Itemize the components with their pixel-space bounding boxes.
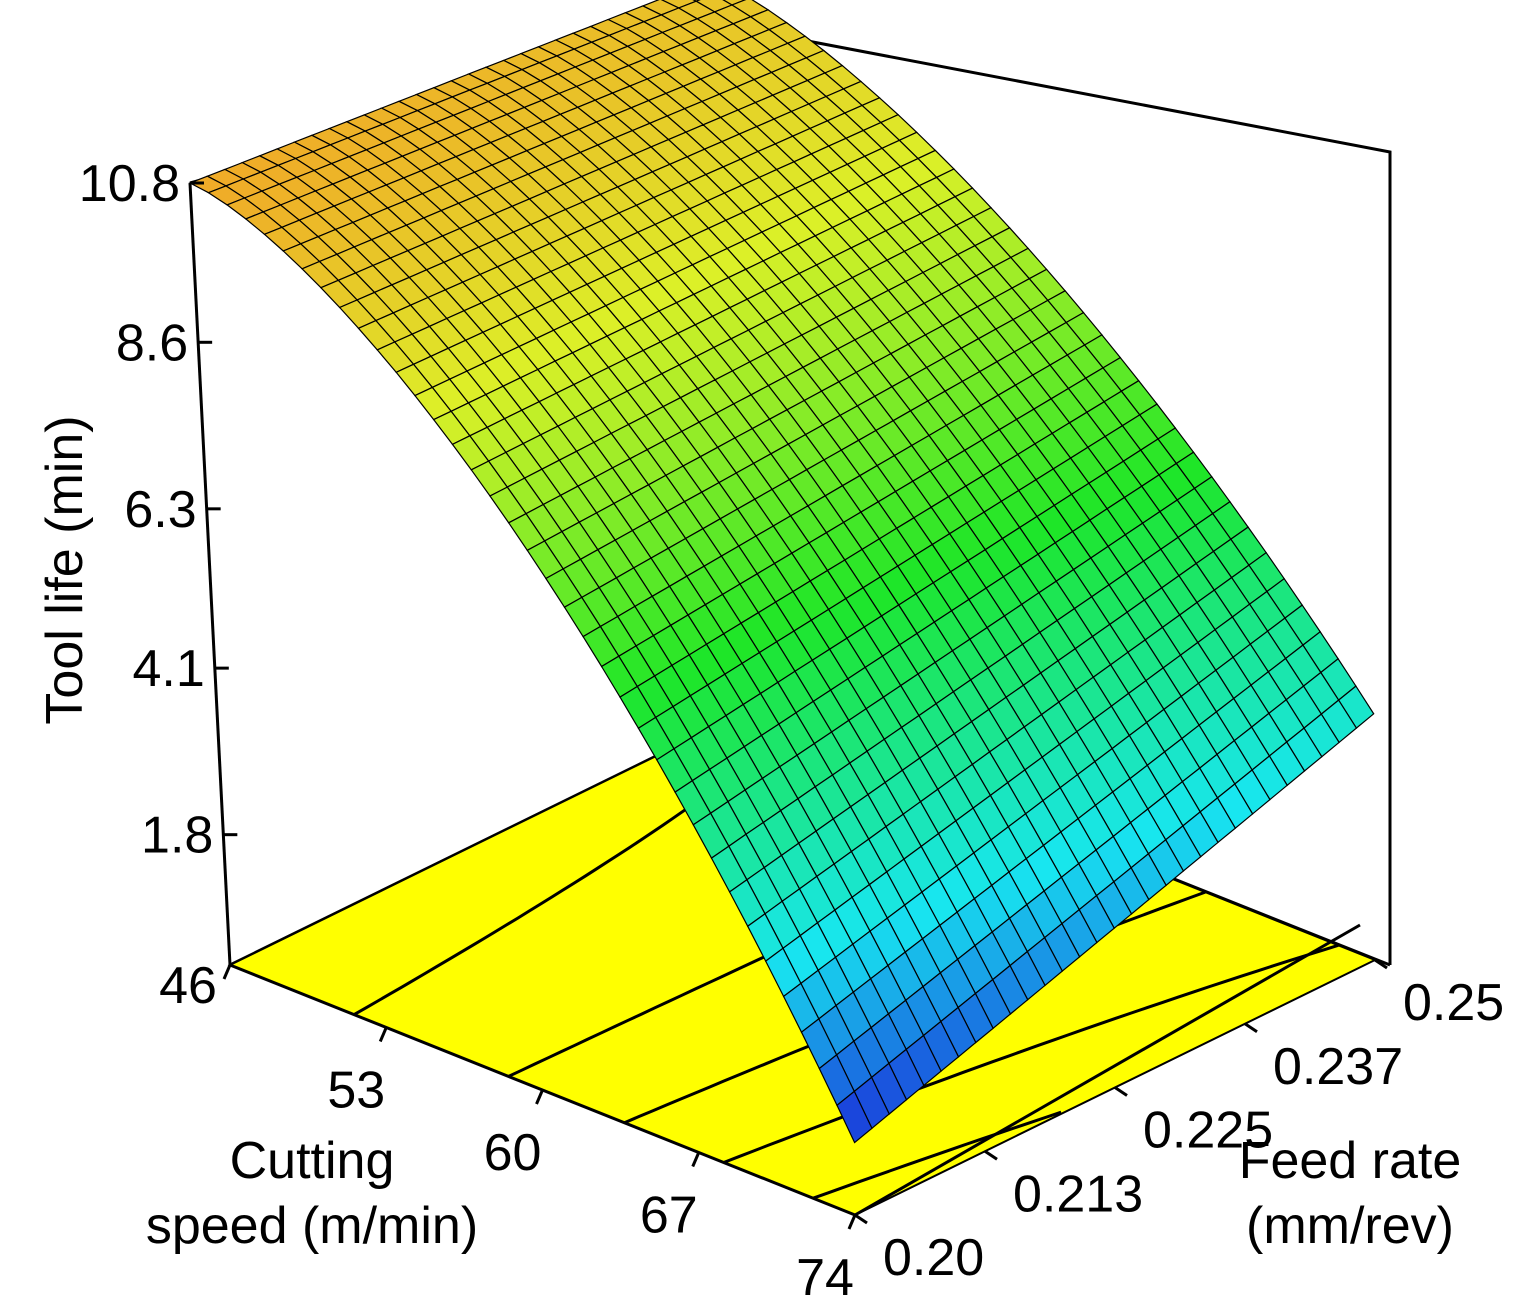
z-axis-title: Tool life (min) bbox=[36, 415, 94, 724]
y-tick bbox=[1244, 1022, 1258, 1033]
y-tick-label: 0.25 bbox=[1403, 974, 1504, 1032]
x-tick-label: 67 bbox=[640, 1187, 698, 1245]
y-tick bbox=[984, 1150, 998, 1161]
z-axis: 1.8 4.1 6.3 8.6 10.8 bbox=[79, 155, 238, 865]
y-tick-label: 0.213 bbox=[1013, 1165, 1143, 1223]
response-surface bbox=[188, 0, 1375, 1144]
x-tick bbox=[535, 1089, 544, 1105]
z-tick-label: 6.3 bbox=[124, 481, 196, 539]
y-axis-title-line2: (mm/rev) bbox=[1246, 1197, 1454, 1255]
x-axis-title-line2: speed (m/min) bbox=[146, 1197, 478, 1255]
x-tick-label: 74 bbox=[796, 1249, 854, 1295]
z-tick-label: 10.8 bbox=[79, 155, 180, 213]
y-tick-label: 0.20 bbox=[883, 1229, 984, 1287]
x-tick-label: 53 bbox=[327, 1062, 385, 1120]
contour-line bbox=[812, 1110, 1062, 1200]
x-tick bbox=[847, 1214, 857, 1230]
surface-cell bbox=[836, 1090, 873, 1144]
y-tick-label: 0.237 bbox=[1273, 1038, 1403, 1096]
z-tick-label: 8.6 bbox=[116, 314, 188, 372]
y-tick bbox=[1374, 958, 1388, 970]
x-tick bbox=[691, 1151, 701, 1168]
x-tick-label: 60 bbox=[484, 1124, 542, 1182]
z-tick-label: 4.1 bbox=[133, 640, 205, 698]
z-tick-label: 1.8 bbox=[141, 807, 213, 865]
x-tick bbox=[378, 1026, 388, 1043]
y-tick-label: 0.225 bbox=[1143, 1102, 1273, 1160]
x-axis: 46 53 60 67 74 bbox=[159, 957, 857, 1295]
contour-line bbox=[723, 943, 1339, 1164]
x-tick-label: 46 bbox=[159, 957, 217, 1015]
x-axis-title-line1: Cutting bbox=[230, 1132, 395, 1190]
y-axis-title-line1: Feed rate bbox=[1239, 1132, 1462, 1190]
y-tick bbox=[1114, 1086, 1128, 1097]
x-tick bbox=[222, 964, 232, 980]
y-tick bbox=[854, 1213, 868, 1225]
